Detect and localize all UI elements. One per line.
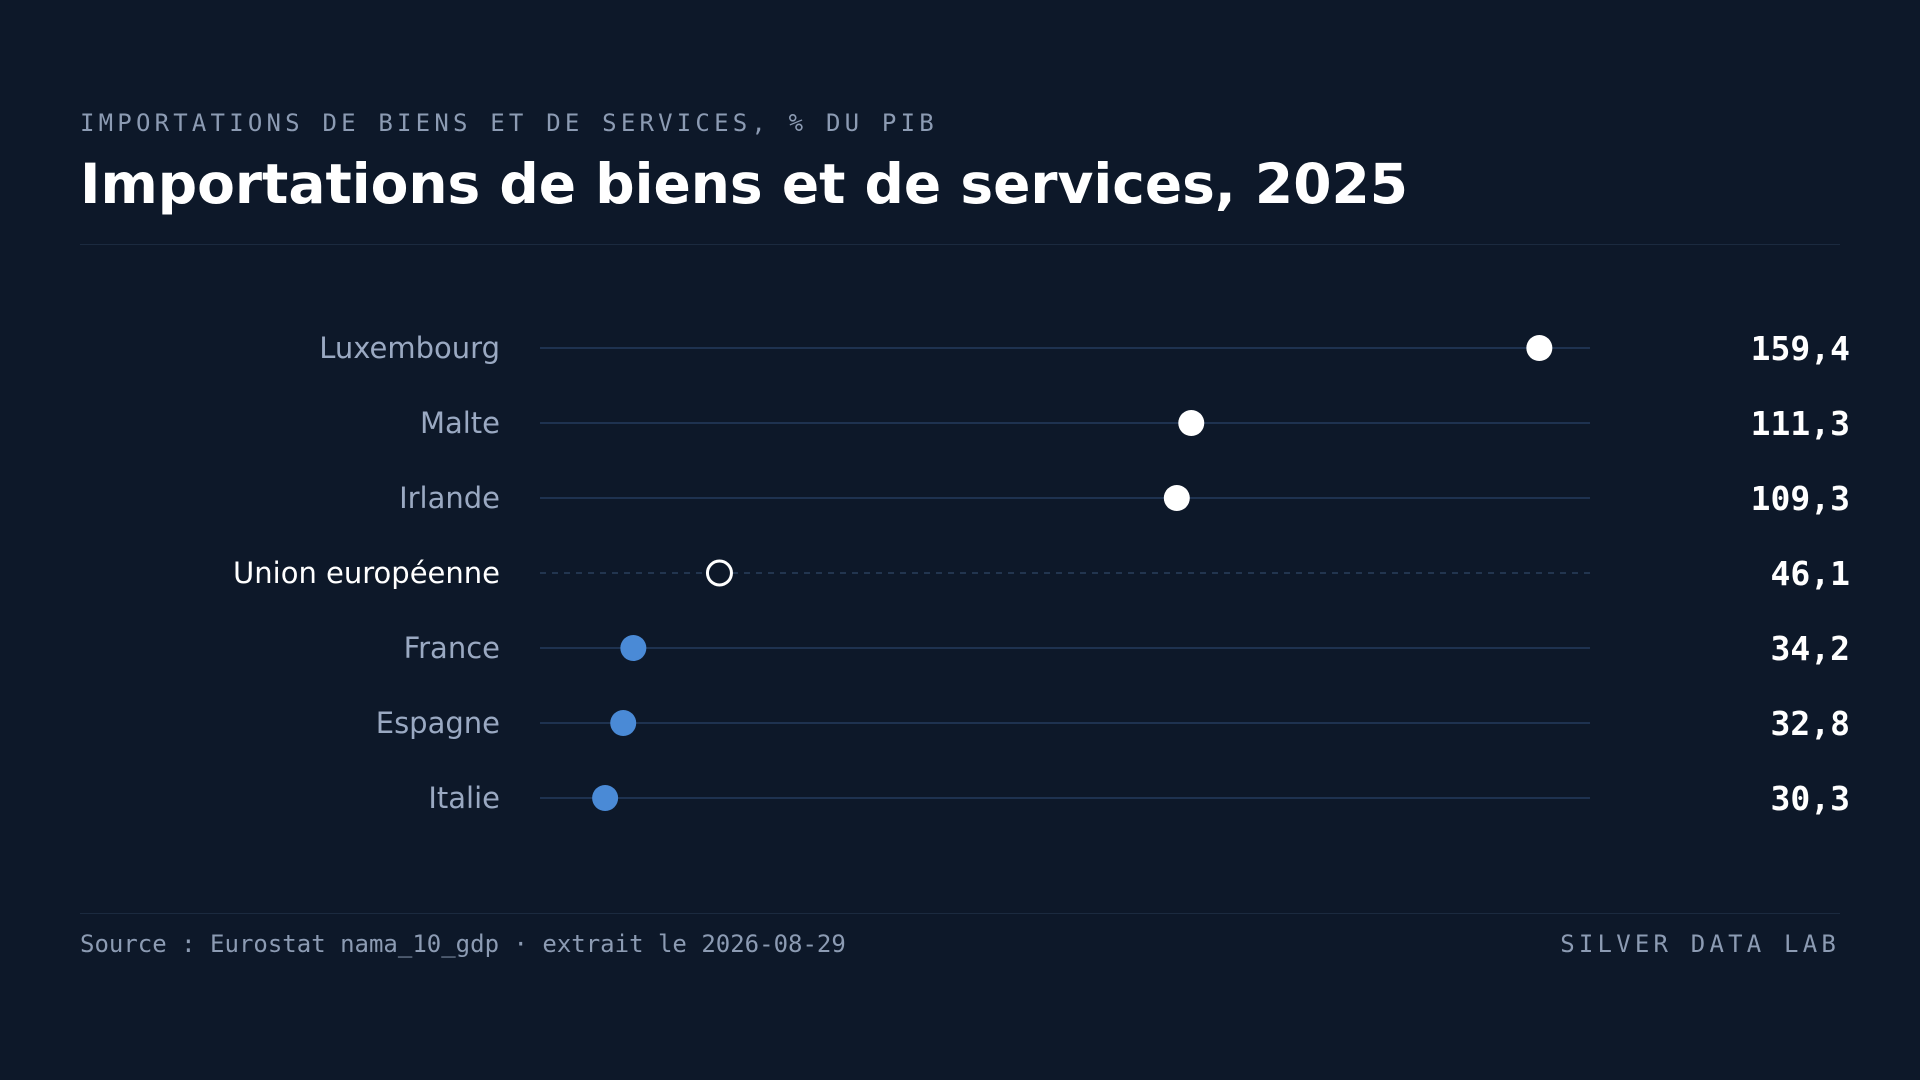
data-label: 34,2 (1771, 629, 1850, 668)
data-label: 46,1 (1771, 554, 1850, 593)
data-point (620, 635, 647, 661)
footer-source: Source : Eurostat nama_10_gdp · extrait … (80, 930, 846, 958)
footer-brand: SILVER DATA LAB (1560, 930, 1840, 958)
header-divider (80, 244, 1840, 245)
chart-title: Importations de biens et de services, 20… (80, 152, 1409, 216)
row-label: Irlande (399, 481, 500, 515)
chart-eyebrow: IMPORTATIONS DE BIENS ET DE SERVICES, % … (80, 109, 938, 137)
data-point (1178, 410, 1205, 436)
data-label: 111,3 (1751, 404, 1850, 443)
data-point-reference (705, 559, 733, 587)
data-point (1526, 335, 1553, 361)
data-point (592, 785, 619, 811)
row-label: Union européenne (233, 556, 500, 590)
row-label: Malte (420, 406, 500, 440)
data-point (1163, 485, 1190, 511)
footer-divider (80, 913, 1840, 914)
row-label: Italie (428, 781, 500, 815)
data-label: 32,8 (1771, 704, 1850, 743)
data-point (610, 710, 637, 736)
row-label: Espagne (376, 706, 500, 740)
data-label: 109,3 (1751, 479, 1850, 518)
row-label: France (404, 631, 500, 665)
row-label: Luxembourg (319, 331, 500, 365)
data-label: 159,4 (1751, 329, 1850, 368)
data-label: 30,3 (1771, 779, 1850, 818)
